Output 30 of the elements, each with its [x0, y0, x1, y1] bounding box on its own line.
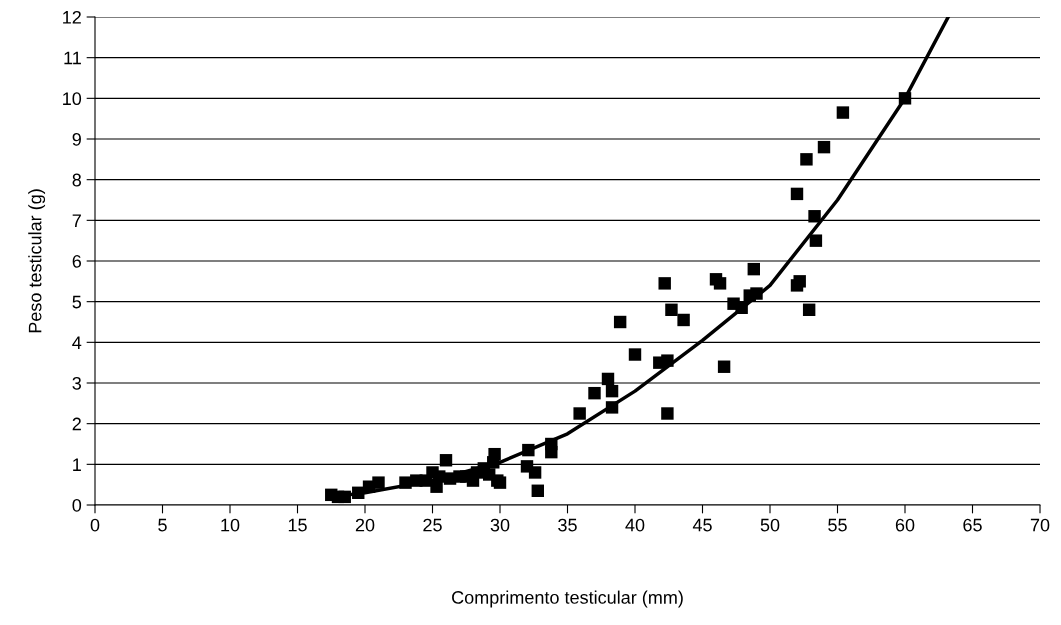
y-tick-label: 10: [63, 92, 82, 106]
y-tick-label: 9: [72, 132, 81, 146]
x-tick-label: 70: [1030, 518, 1050, 532]
x-tick-label: 35: [558, 518, 577, 532]
y-axis-title: Peso testicular (g): [28, 189, 46, 333]
x-tick-label: 55: [828, 518, 847, 532]
x-tick-label: 45: [692, 518, 712, 532]
x-tick-label: 65: [963, 518, 982, 532]
y-tick-label: 5: [72, 295, 82, 309]
y-tick-label: 8: [72, 173, 82, 187]
x-tick-label: 15: [288, 518, 307, 532]
y-tick-label: 12: [63, 10, 81, 24]
x-tick-label: 20: [355, 518, 375, 532]
x-tick-label: 5: [158, 518, 167, 532]
x-tick-label: 50: [760, 518, 780, 532]
y-tick-label: 11: [64, 51, 81, 65]
x-tick-label: 0: [90, 518, 100, 532]
y-tick-label: 6: [72, 254, 82, 268]
x-axis-title: Comprimento testicular (mm): [452, 590, 683, 608]
y-tick-label: 0: [72, 498, 82, 512]
x-tick-label: 30: [490, 518, 510, 532]
x-tick-label: 10: [221, 518, 240, 532]
y-tick-label: 3: [72, 376, 82, 390]
y-tick-label: 1: [73, 458, 81, 471]
x-tick-label: 40: [625, 518, 645, 532]
x-tick-label: 60: [895, 518, 915, 532]
y-tick-label: 4: [72, 336, 82, 349]
x-tick-label: 25: [423, 518, 442, 532]
y-tick-label: 7: [72, 214, 81, 227]
y-tick-label: 2: [72, 417, 81, 431]
